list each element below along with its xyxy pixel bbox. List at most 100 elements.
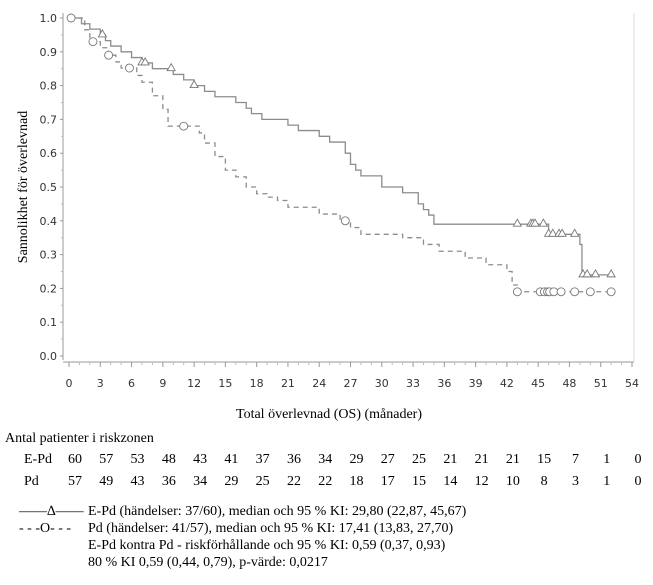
risk-cell: 1: [603, 474, 611, 489]
risk-cell: 25: [412, 452, 427, 467]
x-tick-label: 42: [500, 377, 514, 390]
y-tick-label: 0.6: [40, 147, 58, 160]
risk-table-title: Antal patienter i riskzonen: [5, 431, 154, 446]
risk-cell: 25: [255, 474, 270, 489]
censor-triangle-marker: [582, 268, 592, 278]
risk-cell: 34: [318, 452, 333, 467]
x-tick-label: 51: [594, 377, 608, 390]
risk-cell: 29: [224, 474, 239, 489]
censor-circle-marker: [556, 287, 566, 297]
risk-cell: 36: [161, 474, 176, 489]
risk-cell: 1: [603, 452, 611, 467]
censor-triangle-marker: [189, 79, 199, 89]
risk-row-label: E-Pd: [24, 452, 52, 467]
censor-circle-marker: [512, 287, 522, 297]
x-tick-label: 9: [159, 377, 166, 390]
risk-cell: 22: [318, 474, 333, 489]
risk-cell: 57: [68, 474, 82, 489]
x-tick-label: 3: [97, 377, 104, 390]
risk-cell: 41: [224, 452, 239, 467]
risk-cell: 18: [349, 474, 364, 489]
x-tick-label: 30: [375, 377, 389, 390]
km-curve-pd: [69, 17, 612, 293]
censor-circle-marker: [340, 216, 350, 226]
censor-circle-marker: [549, 287, 559, 297]
risk-cell: 0: [634, 474, 642, 489]
censor-triangle-marker: [606, 268, 616, 278]
risk-cell: 17: [380, 474, 395, 489]
y-tick-label: 0.4: [40, 215, 58, 228]
risk-cell: 10: [505, 474, 520, 489]
x-tick-label: 18: [250, 377, 264, 390]
legend-p-value: 80 % KI 0,59 (0,44, 0,79), p-värde: 0,02…: [88, 555, 328, 570]
x-tick-label: 45: [531, 377, 545, 390]
risk-cell: 29: [349, 452, 364, 467]
risk-cell: 60: [68, 452, 82, 467]
legend-pd-symbol: - - -O- - -: [19, 521, 72, 536]
censor-circle-marker: [179, 121, 189, 131]
censor-circle-marker: [66, 13, 76, 23]
y-tick-label: 0.5: [40, 181, 58, 194]
risk-cell: 21: [443, 452, 458, 467]
risk-cell: 43: [130, 474, 145, 489]
x-axis-title: Total överlevnad (OS) (månader): [236, 407, 422, 422]
risk-cell: 22: [286, 474, 301, 489]
censor-circle-marker: [125, 63, 134, 73]
risk-cell: 48: [161, 452, 176, 467]
risk-cell: 37: [255, 452, 270, 467]
curves: [66, 13, 616, 297]
x-tick-label: 36: [437, 377, 451, 390]
risk-cell: 49: [99, 474, 114, 489]
risk-cell: 12: [474, 474, 489, 489]
risk-cell: 15: [412, 474, 427, 489]
risk-cell: 36: [286, 452, 301, 467]
x-tick-label: 15: [218, 377, 232, 390]
axes: 0.00.10.20.30.40.50.60.70.80.91.00 3 6 9 12 1…: [40, 12, 640, 390]
risk-cell: 14: [443, 474, 458, 489]
x-tick-label: 33: [406, 377, 420, 390]
risk-cell: 7: [571, 452, 579, 467]
x-tick-label: 27: [344, 377, 358, 390]
censor-triangle-marker: [538, 218, 549, 227]
censor-triangle-marker: [97, 28, 108, 38]
censor-circle-marker: [88, 37, 98, 47]
y-tick-label: 0.9: [40, 46, 58, 59]
censor-circle-marker: [585, 287, 595, 297]
risk-cell: 57: [99, 452, 114, 467]
y-tick-label: 0.7: [40, 113, 58, 126]
y-tick-label: 0.8: [40, 80, 58, 93]
risk-cell: 43: [193, 452, 208, 467]
censor-circle-marker: [570, 287, 580, 297]
censor-circle-marker: [606, 287, 616, 297]
y-tick-label: 0.1: [40, 316, 58, 329]
risk-cell: 53: [130, 452, 145, 467]
x-tick-label: 24: [312, 377, 326, 390]
legend-hazard-ratio: E-Pd kontra Pd - riskförhållande och 95 …: [88, 538, 446, 553]
risk-cell: 27: [380, 452, 395, 467]
series-e-pd: [69, 17, 616, 278]
risk-cell: 34: [193, 474, 208, 489]
legend-epd-text: E-Pd (händelser: 37/60), median och 95 %…: [88, 504, 467, 519]
censor-triangle-marker: [512, 218, 523, 227]
risk-cell: 21: [505, 452, 520, 467]
risk-cell: 3: [571, 474, 579, 489]
x-tick-label: 6: [128, 377, 135, 390]
legend-pd-text: Pd (händelser: 41/57), median och 95 % K…: [88, 521, 454, 536]
y-tick-label: 0.3: [40, 249, 58, 262]
y-tick-label: 0.0: [40, 350, 58, 363]
censor-triangle-marker: [530, 218, 540, 227]
risk-cell: 15: [537, 452, 552, 467]
risk-cell: 21: [474, 452, 489, 467]
risk-cell: 0: [634, 452, 642, 467]
km-chart: 0.00.10.20.30.40.50.60.70.80.91.00 3 6 9 12 1…: [16, 12, 640, 422]
censor-triangle-marker: [590, 268, 601, 278]
y-axis-title: Sannolikhet för överlevnad: [16, 111, 31, 263]
y-tick-label: 0.2: [40, 282, 58, 295]
x-tick-label: 0: [66, 377, 73, 390]
risk-cell: 8: [540, 474, 548, 489]
x-tick-label: 21: [281, 377, 295, 390]
legend-epd-symbol: ——∆——: [19, 504, 84, 519]
censor-triangle-marker: [547, 228, 558, 237]
y-tick-label: 1.0: [40, 12, 58, 25]
km-curve-e-pd: [69, 17, 612, 276]
